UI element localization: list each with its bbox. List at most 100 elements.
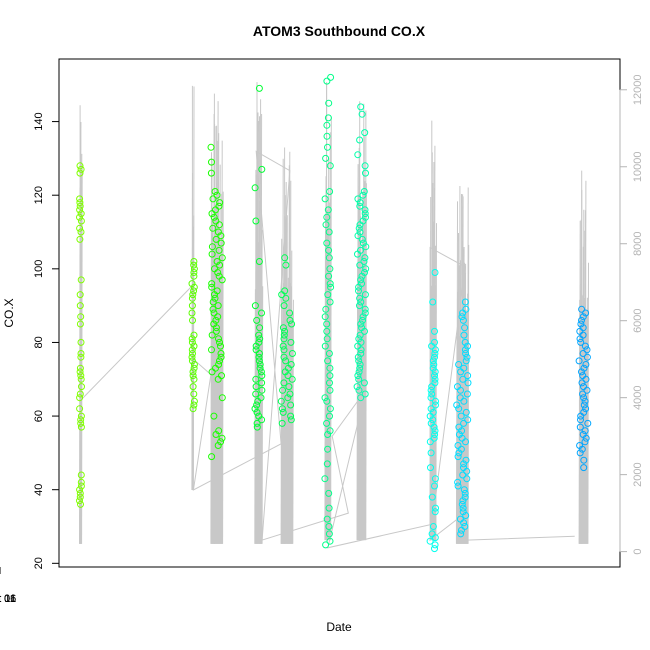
y-tick-label-left: 120: [33, 186, 45, 204]
data-point: [322, 154, 330, 162]
data-point: [279, 386, 287, 394]
data-point: [356, 136, 364, 144]
data-point: [277, 397, 285, 405]
data-point: [252, 217, 260, 225]
data-point: [188, 353, 196, 361]
data-point: [251, 184, 259, 192]
data-point: [76, 489, 84, 497]
data-point: [323, 121, 331, 129]
data-point: [361, 254, 369, 262]
data-point: [354, 151, 362, 159]
line-series-spike: [210, 160, 213, 544]
data-point: [76, 202, 84, 210]
data-point: [358, 235, 366, 243]
data-point: [286, 309, 294, 317]
data-point: [463, 390, 471, 398]
data-point: [428, 390, 436, 398]
data-point: [431, 482, 438, 490]
data-point: [189, 405, 197, 413]
data-point: [356, 294, 364, 302]
scatter-cluster: [353, 103, 370, 402]
data-point: [254, 397, 262, 405]
data-point: [76, 390, 84, 398]
data-point: [430, 423, 438, 431]
data-point: [189, 316, 196, 324]
data-point: [323, 335, 331, 343]
data-point: [355, 386, 363, 394]
data-point: [256, 361, 264, 368]
data-point: [77, 412, 85, 420]
data-point: [464, 372, 472, 380]
data-point: [460, 486, 468, 494]
data-point: [455, 405, 463, 413]
line-series-spike: [285, 181, 287, 544]
data-point: [362, 243, 370, 251]
data-point: [326, 379, 333, 387]
data-point: [431, 327, 438, 335]
data-point: [462, 350, 470, 357]
data-point: [188, 294, 196, 302]
data-point: [321, 394, 329, 402]
data-point: [284, 394, 292, 402]
data-point: [577, 412, 585, 420]
data-point: [584, 419, 592, 427]
data-point: [324, 206, 332, 214]
data-point: [324, 143, 331, 151]
data-point: [190, 331, 198, 339]
data-point: [212, 316, 220, 324]
data-point: [76, 162, 84, 170]
line-series-spike: [286, 215, 288, 544]
data-point: [212, 327, 220, 335]
data-point: [457, 530, 465, 538]
data-point: [356, 199, 364, 207]
data-point: [432, 504, 439, 512]
data-point: [325, 350, 333, 357]
data-point: [431, 353, 438, 361]
data-point: [361, 291, 369, 299]
data-point: [212, 235, 220, 243]
data-point: [188, 302, 196, 310]
data-point: [460, 460, 468, 468]
data-point: [280, 331, 288, 339]
data-point: [77, 276, 85, 284]
data-point: [214, 313, 222, 321]
scatter-cluster: [207, 143, 226, 461]
data-point: [282, 261, 290, 269]
data-point: [256, 324, 264, 332]
line-series-spike: [365, 183, 367, 541]
data-point: [279, 408, 287, 416]
data-point: [77, 313, 85, 321]
data-point: [217, 350, 225, 357]
data-point: [253, 401, 261, 409]
data-point: [217, 232, 225, 240]
data-point: [459, 375, 467, 383]
data-point: [355, 357, 363, 365]
data-point: [77, 350, 85, 357]
data-point: [215, 246, 223, 254]
data-point: [359, 191, 367, 199]
data-point: [212, 206, 219, 214]
data-point: [461, 298, 469, 306]
data-point: [253, 423, 261, 431]
data-point: [325, 228, 333, 236]
line-series-spike: [261, 286, 264, 544]
data-point: [208, 243, 216, 251]
y-tick-label-right: 8000: [632, 231, 644, 255]
data-point: [431, 534, 439, 542]
line-series-spike: [260, 113, 263, 544]
data-point: [361, 390, 369, 398]
data-point: [358, 272, 366, 280]
data-point: [188, 346, 196, 354]
data-point: [431, 375, 439, 383]
line-series-spike: [463, 262, 466, 544]
data-point: [211, 294, 219, 302]
data-point: [431, 427, 439, 435]
line-series-spike: [587, 262, 589, 544]
data-point: [431, 431, 439, 438]
data-point: [77, 210, 85, 218]
data-point: [578, 316, 585, 324]
data-point: [431, 372, 438, 380]
data-point: [190, 265, 198, 273]
line-series-spike: [583, 230, 585, 544]
data-point: [432, 401, 439, 409]
